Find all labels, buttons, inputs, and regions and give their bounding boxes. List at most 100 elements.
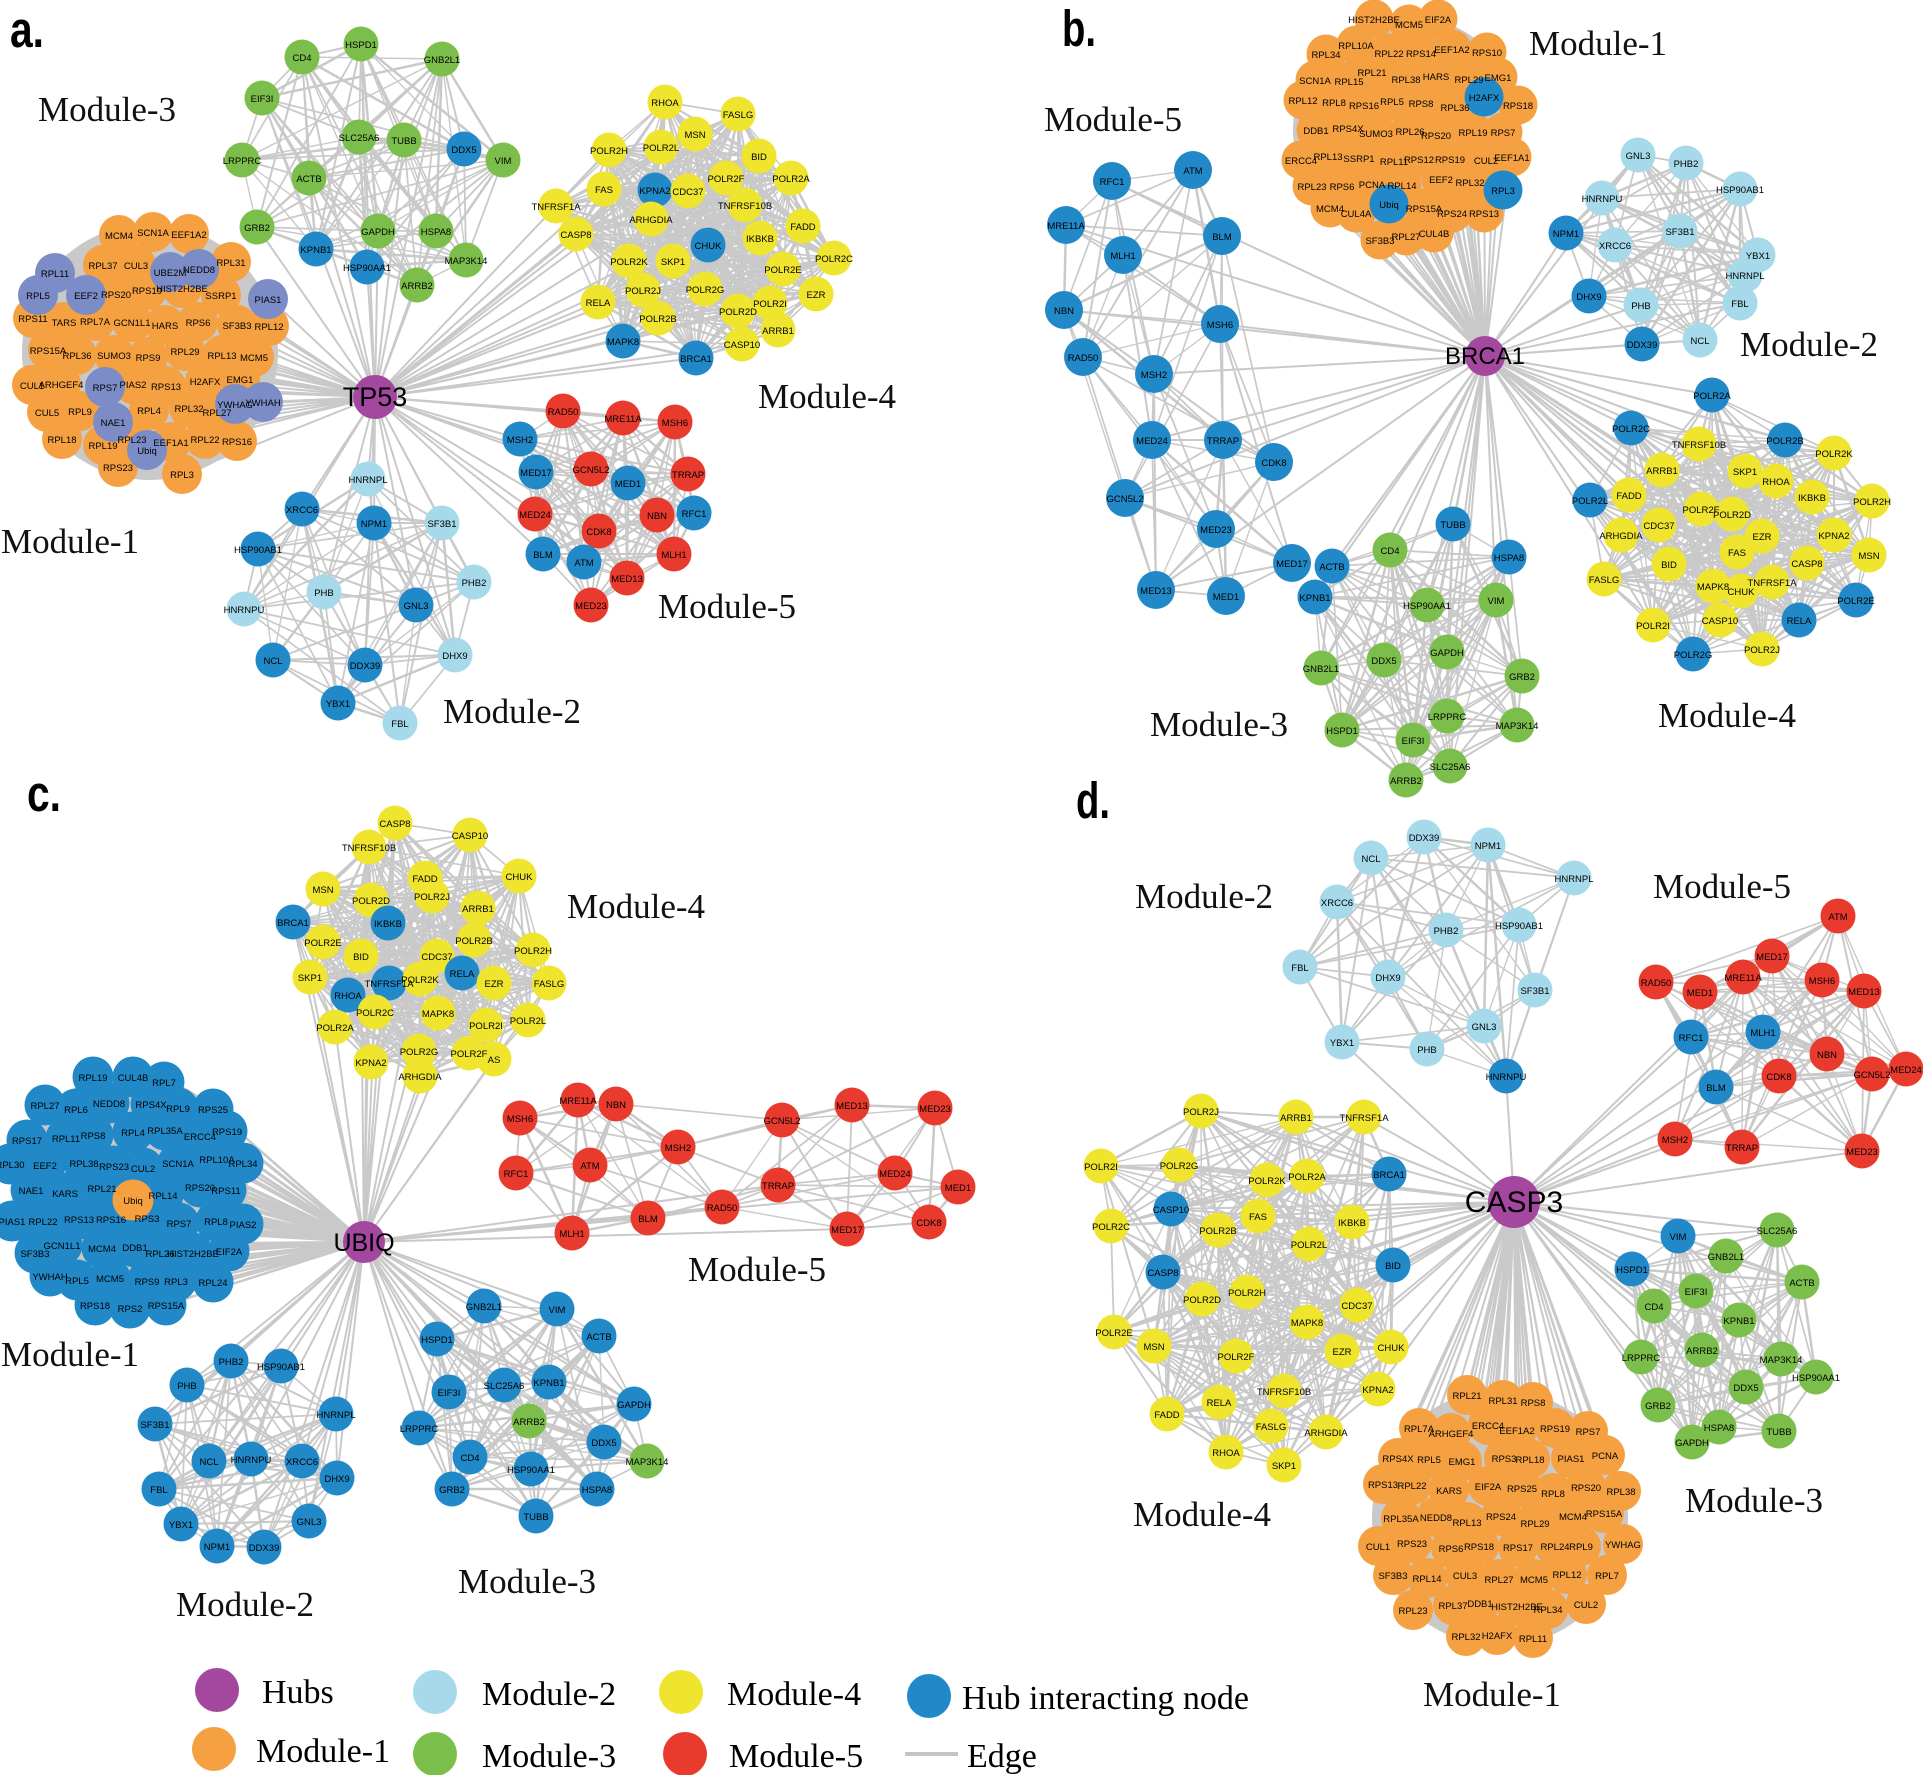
svg-text:EEF2: EEF2 — [1429, 175, 1453, 186]
svg-text:RPL32: RPL32 — [1451, 1632, 1480, 1643]
svg-text:RPS13: RPS13 — [1368, 1480, 1398, 1491]
svg-text:HNRNPL: HNRNPL — [316, 1410, 355, 1421]
svg-text:GCN1L1: GCN1L1 — [114, 318, 151, 329]
svg-text:ARRB2: ARRB2 — [513, 1417, 545, 1428]
svg-text:RHOA: RHOA — [334, 991, 362, 1002]
svg-text:RPS19: RPS19 — [212, 1127, 242, 1138]
svg-text:RELA: RELA — [1207, 1398, 1232, 1409]
svg-text:HIST2H2BE: HIST2H2BE — [1491, 1602, 1543, 1613]
svg-text:a.: a. — [10, 1, 44, 58]
svg-text:PIAS2: PIAS2 — [230, 1220, 257, 1231]
svg-text:RPS8: RPS8 — [1521, 1398, 1546, 1409]
svg-text:TNFRSF1A: TNFRSF1A — [364, 979, 414, 990]
svg-text:RPL5: RPL5 — [1380, 97, 1404, 108]
svg-text:POLR2C: POLR2C — [356, 1008, 394, 1019]
svg-text:MED24: MED24 — [879, 1169, 911, 1180]
svg-text:POLR2K: POLR2K — [401, 975, 439, 986]
svg-text:POLR2H: POLR2H — [1228, 1288, 1266, 1299]
svg-text:PIAS1: PIAS1 — [0, 1217, 25, 1228]
svg-text:NCL: NCL — [1361, 854, 1380, 865]
svg-text:RELA: RELA — [450, 969, 475, 980]
svg-text:CASP10: CASP10 — [452, 831, 488, 842]
svg-text:SF3B1: SF3B1 — [140, 1420, 169, 1431]
svg-text:KPNB1: KPNB1 — [1299, 593, 1330, 604]
svg-text:BLM: BLM — [1212, 232, 1232, 243]
svg-text:MSH6: MSH6 — [1809, 976, 1835, 987]
svg-text:RPS4X: RPS4X — [1382, 1454, 1414, 1465]
svg-text:RPS6: RPS6 — [186, 318, 211, 329]
svg-text:GAPDH: GAPDH — [617, 1400, 651, 1411]
svg-text:RPL11: RPL11 — [1519, 1634, 1547, 1645]
svg-text:KARS: KARS — [1436, 1486, 1462, 1497]
svg-text:CUL4B: CUL4B — [1419, 229, 1450, 240]
svg-text:DDB1: DDB1 — [1467, 1599, 1492, 1610]
svg-text:RPL9: RPL9 — [68, 407, 92, 418]
svg-text:RPS18: RPS18 — [80, 1301, 110, 1312]
svg-text:Module-3: Module-3 — [38, 90, 176, 129]
svg-text:RPL8: RPL8 — [204, 1217, 228, 1228]
svg-text:CDK8: CDK8 — [1766, 1072, 1791, 1083]
svg-text:MED17: MED17 — [1276, 559, 1308, 570]
svg-text:SCN1A: SCN1A — [162, 1159, 194, 1170]
svg-text:LRPPRC: LRPPRC — [400, 1424, 439, 1435]
svg-text:TP53: TP53 — [343, 382, 408, 412]
svg-text:ARHGDIA: ARHGDIA — [629, 215, 673, 226]
svg-text:MRE11A: MRE11A — [1724, 973, 1762, 984]
svg-text:RPL22: RPL22 — [1374, 49, 1403, 60]
svg-text:POLR2E: POLR2E — [764, 265, 802, 276]
svg-text:SSRP1: SSRP1 — [205, 291, 236, 302]
svg-text:POLR2I: POLR2I — [1636, 621, 1670, 632]
svg-text:CUL5: CUL5 — [35, 408, 59, 419]
svg-text:RPL7: RPL7 — [1595, 1571, 1619, 1582]
svg-text:RPS9: RPS9 — [136, 353, 161, 364]
svg-text:POLR2D: POLR2D — [352, 896, 390, 907]
svg-text:RPS13: RPS13 — [64, 1215, 94, 1226]
svg-text:POLR2C: POLR2C — [1612, 424, 1650, 435]
svg-text:HNRNPL: HNRNPL — [348, 475, 387, 486]
svg-text:RPL4: RPL4 — [137, 406, 161, 417]
svg-text:EEF2: EEF2 — [74, 291, 98, 302]
svg-text:HARS: HARS — [1423, 72, 1449, 83]
svg-text:RPS7: RPS7 — [93, 383, 118, 394]
svg-text:GNB2L1: GNB2L1 — [466, 1302, 502, 1313]
svg-text:UBIQ: UBIQ — [333, 1229, 394, 1257]
svg-text:TUBB: TUBB — [1440, 520, 1465, 531]
svg-text:MSH2: MSH2 — [1141, 370, 1167, 381]
svg-text:RPS25: RPS25 — [1507, 1484, 1537, 1495]
svg-text:HSPA8: HSPA8 — [421, 227, 451, 238]
svg-text:NEDD8: NEDD8 — [1420, 1513, 1452, 1524]
svg-text:MED17: MED17 — [1756, 952, 1788, 963]
svg-text:ACTB: ACTB — [586, 1332, 611, 1343]
svg-text:GCN5L2: GCN5L2 — [764, 1116, 801, 1127]
svg-text:SF3B1: SF3B1 — [1520, 986, 1549, 997]
svg-text:FASLG: FASLG — [534, 979, 565, 990]
svg-text:GCN1L1: GCN1L1 — [44, 1241, 81, 1252]
svg-text:MED1: MED1 — [1687, 988, 1713, 999]
svg-text:HIST2H2BE: HIST2H2BE — [156, 284, 208, 295]
svg-text:MSN: MSN — [1858, 551, 1879, 562]
svg-text:SLC25A6: SLC25A6 — [339, 133, 380, 144]
svg-text:CASP10: CASP10 — [1702, 616, 1738, 627]
svg-text:TNFRSF1A: TNFRSF1A — [531, 202, 581, 213]
svg-text:RPL23: RPL23 — [117, 435, 146, 446]
svg-text:RPL31: RPL31 — [1488, 1396, 1517, 1407]
svg-text:RELA: RELA — [586, 298, 611, 309]
svg-text:VIM: VIM — [495, 156, 512, 167]
svg-text:GRB2: GRB2 — [439, 1485, 465, 1496]
svg-text:HIST2H2BE: HIST2H2BE — [167, 1249, 219, 1260]
svg-text:RPL8: RPL8 — [1322, 98, 1346, 109]
svg-text:SF3B3: SF3B3 — [1378, 1571, 1407, 1582]
svg-text:KPNA2: KPNA2 — [355, 1058, 386, 1069]
svg-text:RPS7: RPS7 — [167, 1219, 192, 1230]
svg-text:RPL7A: RPL7A — [1404, 1424, 1435, 1435]
svg-text:HSPD1: HSPD1 — [421, 1335, 453, 1346]
svg-text:Module-2: Module-2 — [482, 1676, 616, 1713]
svg-text:BRCA1: BRCA1 — [680, 354, 712, 365]
svg-text:DHX9: DHX9 — [1576, 292, 1601, 303]
svg-text:ARRB1: ARRB1 — [762, 326, 794, 337]
svg-text:EIF3I: EIF3I — [251, 94, 274, 105]
svg-text:CDC37: CDC37 — [672, 187, 703, 198]
svg-text:EIF3I: EIF3I — [438, 1388, 461, 1399]
svg-text:ATM: ATM — [1828, 912, 1847, 923]
svg-text:RPS15A: RPS15A — [30, 346, 67, 357]
